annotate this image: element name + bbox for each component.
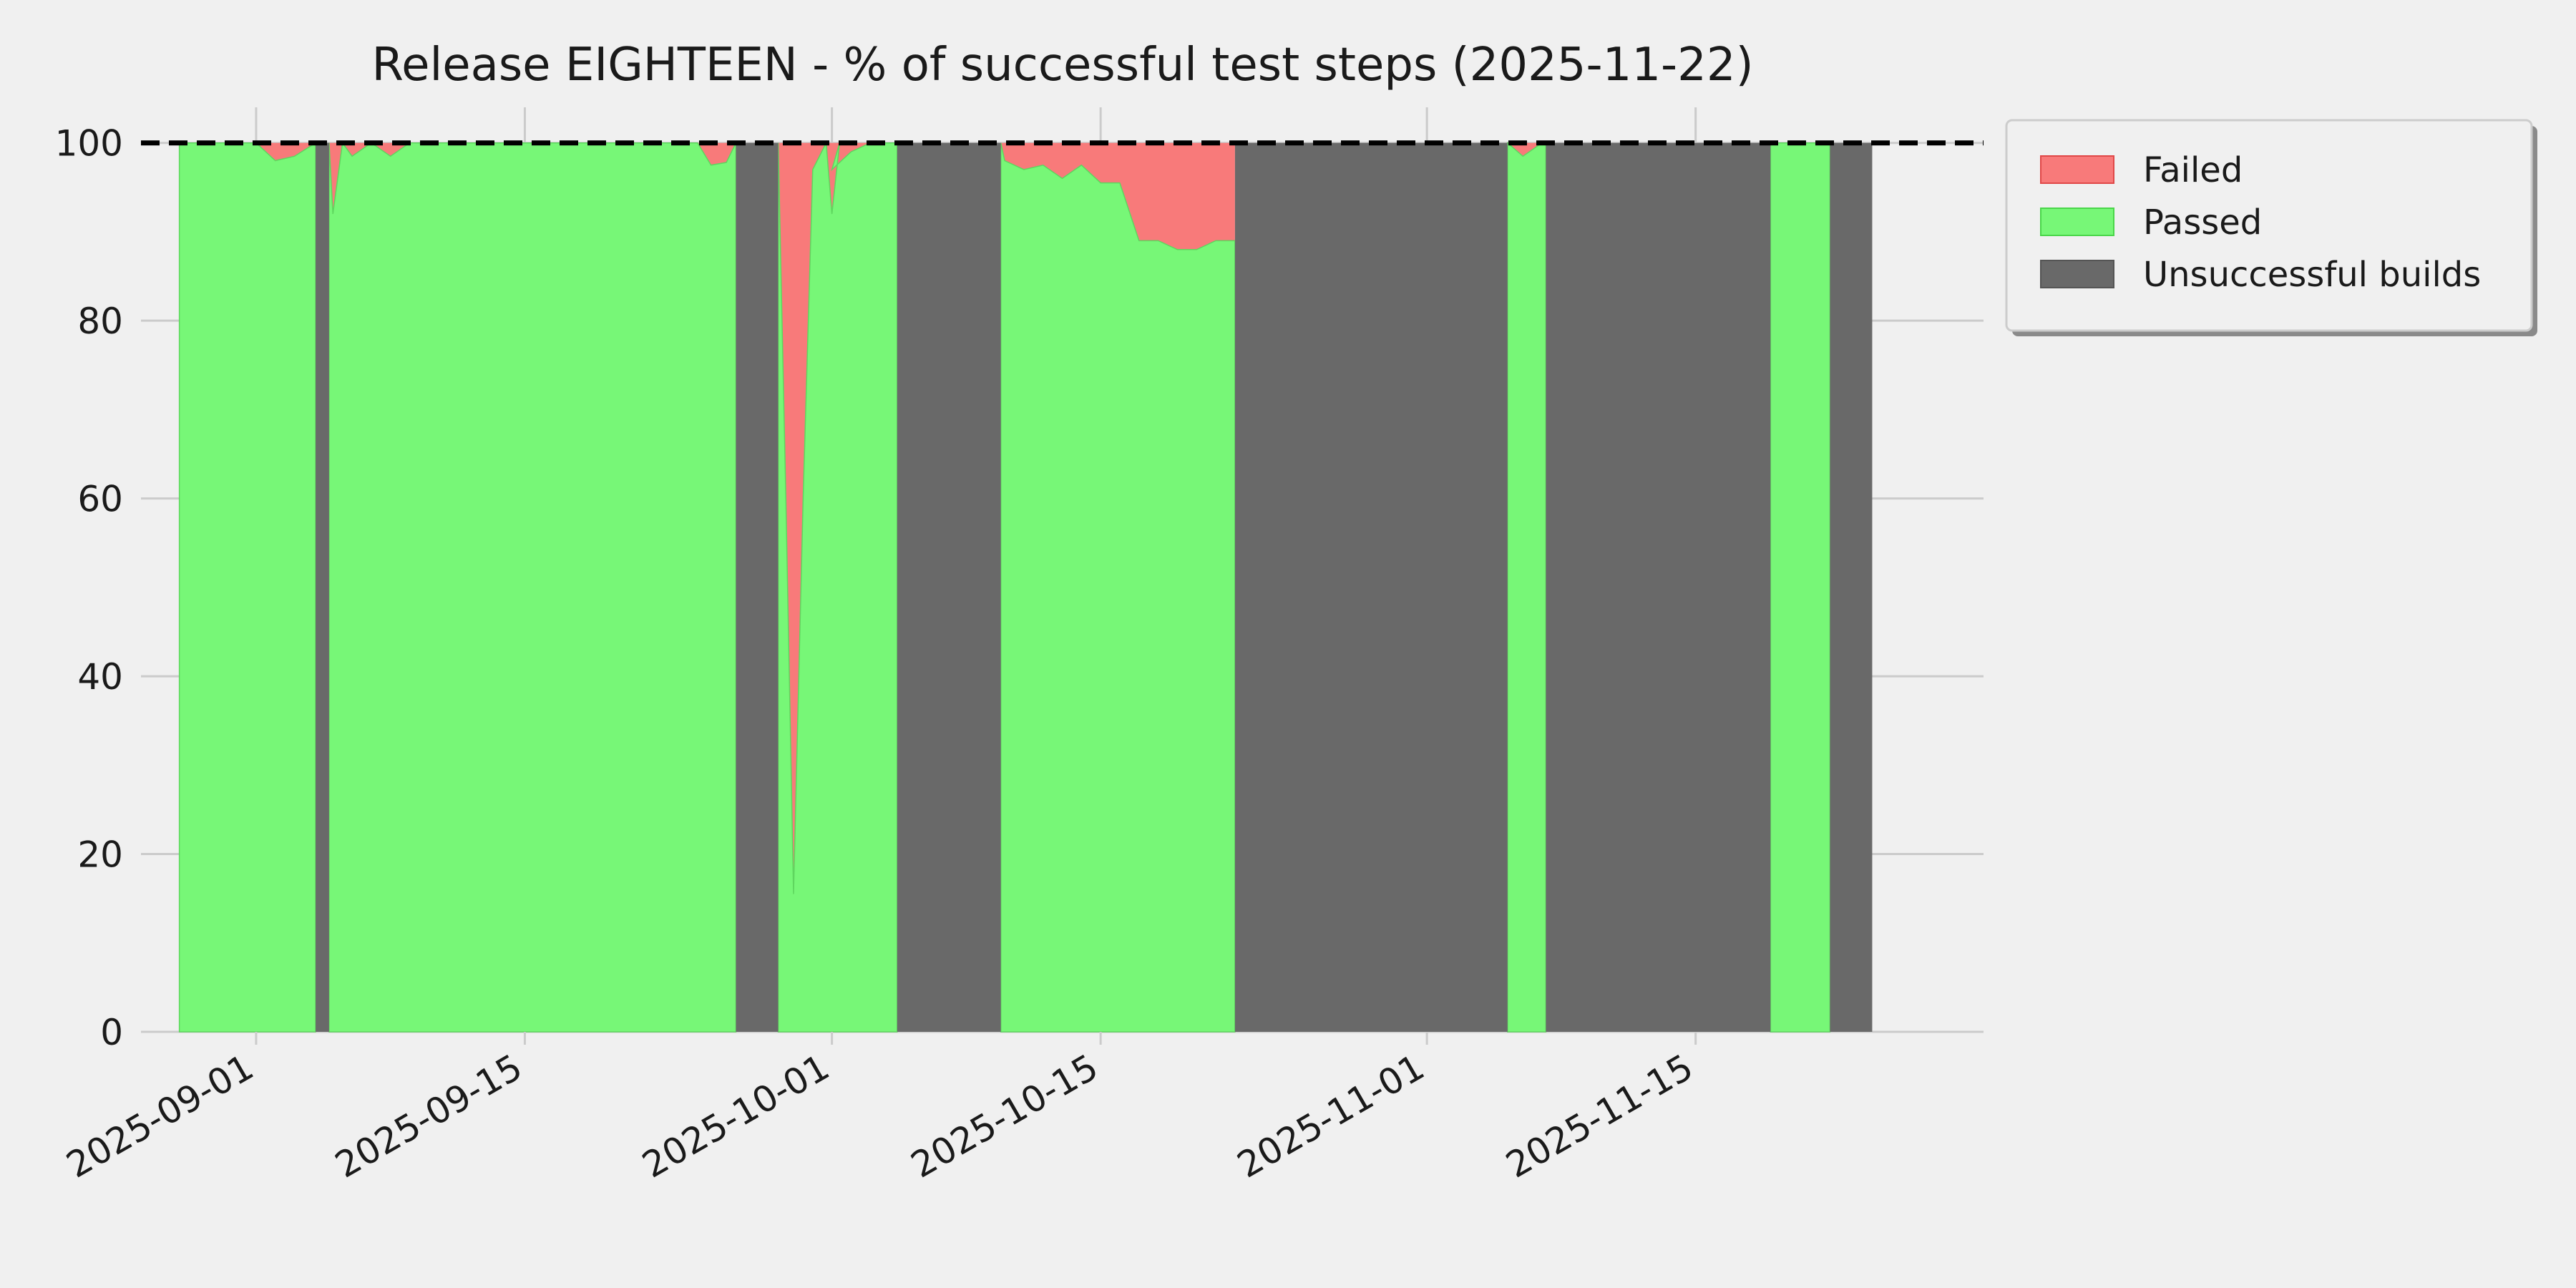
legend-swatch-failed [2040,155,2114,184]
unsuccessful-build-bar [1830,142,1873,1033]
y-tick-label: 40 [77,656,123,698]
y-tick-label: 60 [77,479,123,520]
passed-area [328,141,737,1033]
passed-area [178,142,316,1033]
passed-area [1507,142,1547,1033]
legend-label-passed: Passed [2143,203,2262,243]
unsuccessful-build-bar [736,142,779,1033]
legend-label-unsuccessful-builds: Unsuccessful builds [2143,255,2481,295]
passed-area [1000,142,1236,1033]
y-tick-label: 100 [55,123,123,165]
legend-frame [2005,119,2533,332]
chart-title: Release EIGHTEEN - % of successful test … [371,39,1753,92]
y-tick-label: 0 [100,1012,123,1053]
unsuccessful-build-bar [1546,142,1771,1033]
unsuccessful-build-bar [1234,142,1508,1033]
plot-area [141,140,1984,1033]
legend: Failed Passed Unsuccessful builds [2005,119,2537,336]
unsuccessful-build-bar [897,142,1001,1033]
legend-swatch-passed [2040,208,2114,236]
legend-swatch-unsuccessful-builds [2040,260,2114,288]
passed-area [1770,142,1831,1033]
unsuccessful-build-bar [316,142,329,1033]
y-tick-label: 80 [77,301,123,342]
legend-label-failed: Failed [2143,150,2243,190]
passed-area [777,140,898,1033]
y-tick-label: 20 [77,834,123,876]
